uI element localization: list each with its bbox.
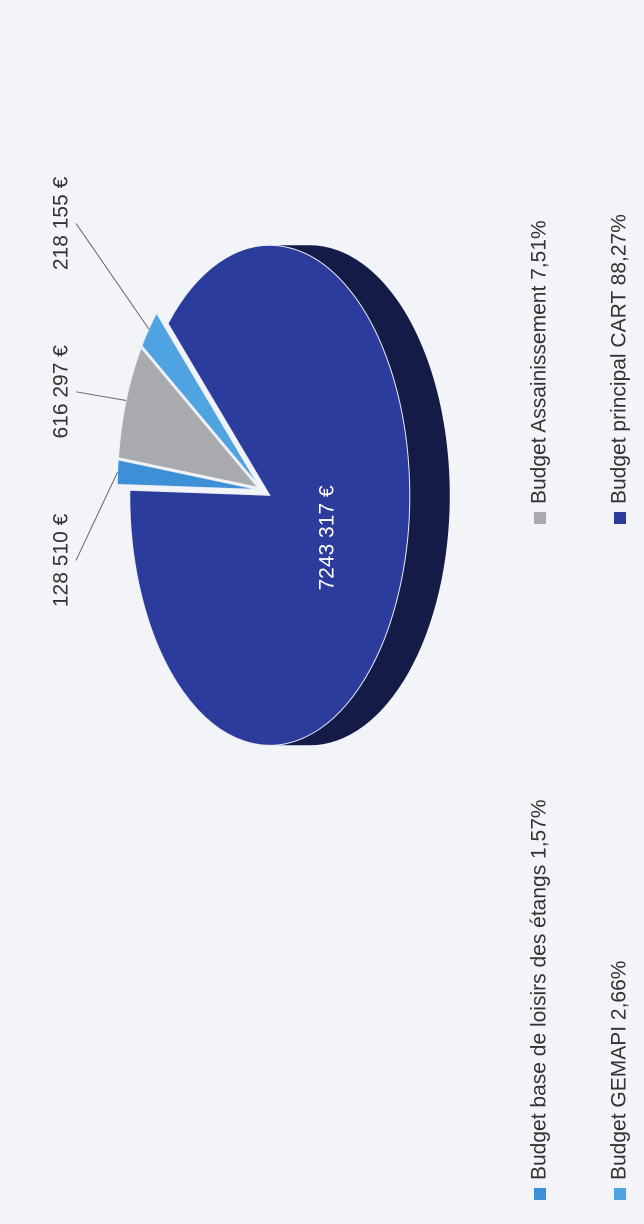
pie-slice bbox=[116, 459, 258, 490]
legend-label: Budget principal CART 88,27% bbox=[608, 214, 631, 504]
legend-label: Budget base de loisirs des étangs 1,57% bbox=[528, 799, 551, 1180]
leader-line bbox=[75, 391, 127, 401]
legend-label: Budget GEMAPI 2,66% bbox=[608, 961, 631, 1180]
legend-swatch bbox=[534, 1188, 546, 1200]
pie-slice bbox=[117, 347, 259, 489]
pie-slice bbox=[129, 244, 411, 746]
legend-swatch bbox=[614, 1188, 626, 1200]
legend-swatch bbox=[534, 512, 546, 524]
data-label: 7243 317 € bbox=[316, 485, 339, 590]
slice-side bbox=[269, 245, 450, 746]
leader-line bbox=[75, 471, 118, 561]
leader-line bbox=[75, 223, 150, 330]
legend-swatch bbox=[614, 512, 626, 524]
data-label: 616 297 € bbox=[50, 345, 73, 439]
legend-label: Budget Assainissement 7,51% bbox=[528, 220, 551, 504]
rotated-chart: 128 510 € 616 297 € 218 155 € 7243 317 € Bud… bbox=[50, 176, 631, 1200]
data-label: 218 155 € bbox=[50, 176, 73, 270]
data-label: 128 510 € bbox=[50, 513, 73, 607]
